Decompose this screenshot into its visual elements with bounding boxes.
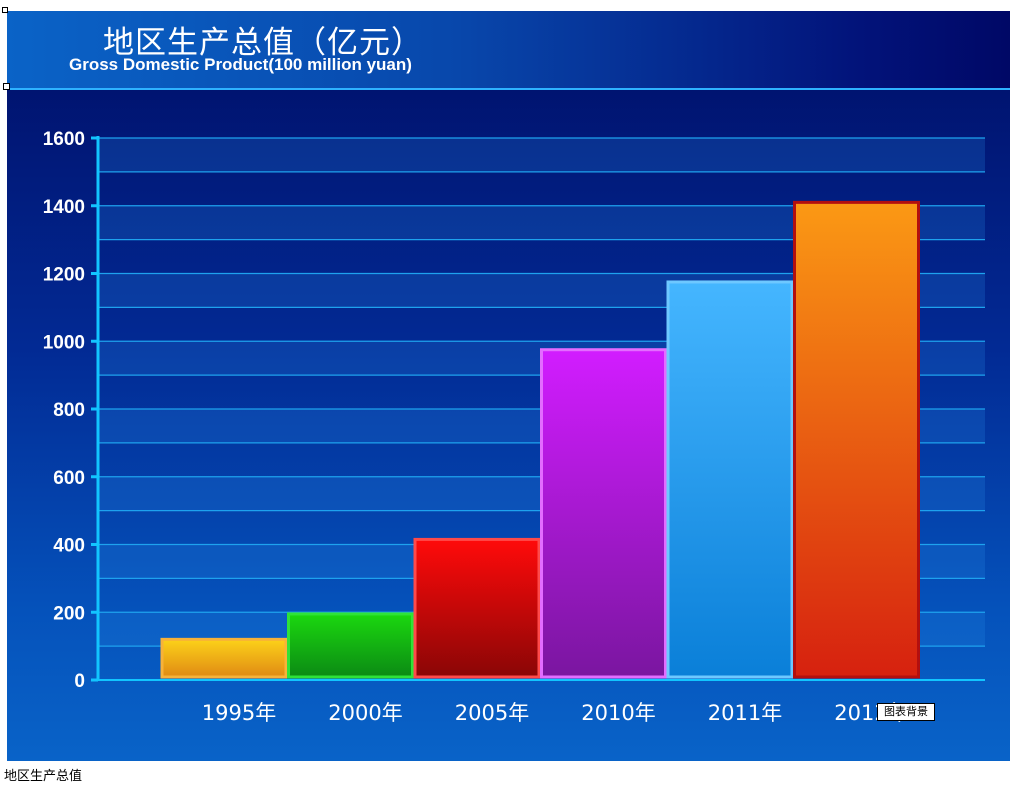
x-tick-label: 2000年: [328, 701, 402, 725]
y-tick-label: 1000: [43, 332, 85, 353]
y-tick-label: 1600: [43, 129, 85, 150]
bar: [540, 348, 667, 679]
bar-chart: 0 200 400 600 800 1000 1200 1400 1600 1995年 2000年…: [43, 129, 985, 725]
selection-handle-mid-left[interactable]: [3, 83, 10, 90]
x-tick-labels: 1995年 2000年 2005年 2010年 2011年 2012年: [202, 701, 909, 725]
bar: [287, 612, 414, 679]
x-tick-label: 2010年: [581, 701, 655, 725]
selection-handle-top-left[interactable]: [2, 7, 8, 13]
bar: [666, 280, 794, 679]
y-tick-label: 0: [74, 671, 85, 692]
chart-background: 地区生产总值（亿元） Gross Domestic Product(100 mi…: [7, 11, 1010, 761]
y-tick-label: 1200: [43, 265, 85, 286]
bar: [793, 200, 920, 679]
chart-background-tag: 图表背景: [877, 703, 935, 721]
bar: [413, 537, 541, 679]
chart-header: 地区生产总值（亿元） Gross Domestic Product(100 mi…: [7, 11, 1010, 90]
bar: [160, 637, 288, 679]
chart-title: 地区生产总值（亿元）: [103, 25, 423, 61]
chart-subtitle: Gross Domestic Product(100 million yuan): [69, 55, 412, 74]
bars: [160, 200, 920, 679]
x-tick-label: 2005年: [455, 701, 529, 725]
y-tick-label: 600: [53, 468, 85, 489]
y-tick-label: 200: [53, 603, 85, 624]
y-tick-label: 800: [53, 400, 85, 421]
x-tick-label: 1995年: [202, 701, 276, 725]
x-tick-label: 2011年: [708, 701, 782, 725]
y-tick-label: 400: [53, 536, 85, 557]
chart-caption: 地区生产总值: [4, 769, 83, 784]
y-tick-label: 1400: [43, 197, 85, 218]
y-axis: [91, 136, 985, 682]
y-tick-labels: 0 200 400 600 800 1000 1200 1400 1600: [43, 129, 85, 692]
grid-band: [98, 138, 985, 172]
